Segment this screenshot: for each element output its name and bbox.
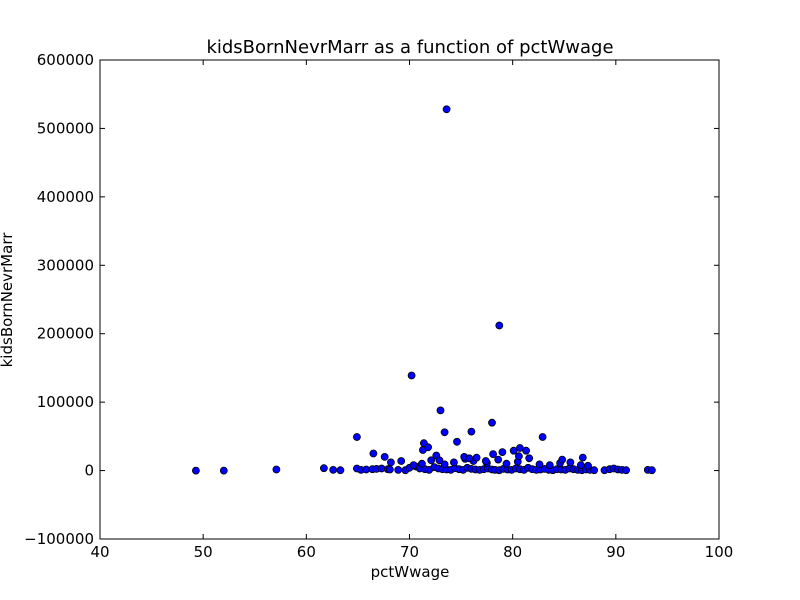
data-point xyxy=(319,464,328,473)
data-point xyxy=(584,461,592,470)
data-point xyxy=(417,459,426,468)
data-point xyxy=(272,465,281,474)
y-tick-label: 200000 xyxy=(37,325,94,343)
y-tick-label: 100000 xyxy=(37,393,94,411)
y-axis-label: kidsBornNevrMarr xyxy=(0,232,16,368)
y-tick-label: 400000 xyxy=(37,188,94,206)
y-tick-label: −100000 xyxy=(24,530,94,548)
y-tick-label: 0 xyxy=(84,462,94,480)
data-point xyxy=(449,458,458,467)
data-point xyxy=(453,437,461,446)
data-point xyxy=(535,460,544,469)
data-point xyxy=(522,446,530,455)
data-point xyxy=(515,452,523,461)
y-tick-label: 600000 xyxy=(37,51,94,69)
x-tick-label: 50 xyxy=(194,543,213,561)
x-axis-label: pctWwage xyxy=(371,563,450,581)
data-point xyxy=(427,456,436,465)
data-point xyxy=(336,466,345,475)
data-point xyxy=(566,458,575,467)
data-point xyxy=(386,458,395,467)
data-point xyxy=(397,457,406,465)
data-point xyxy=(495,321,504,330)
x-axis: 40 50 60 70 80 90 100 xyxy=(90,60,733,561)
y-axis: −100000 0 100000 200000 300000 400000 500000 60… xyxy=(24,51,719,548)
data-point xyxy=(494,455,503,464)
data-point xyxy=(435,456,444,465)
data-point xyxy=(436,406,445,415)
data-point xyxy=(525,454,534,463)
data-point xyxy=(467,427,476,436)
data-point xyxy=(219,466,228,475)
data-point xyxy=(590,466,599,475)
x-tick-label: 90 xyxy=(606,543,625,561)
data-point xyxy=(191,466,200,475)
data-point xyxy=(622,466,630,475)
x-tick-label: 100 xyxy=(705,543,734,561)
data-point xyxy=(385,465,394,474)
data-point xyxy=(329,465,338,474)
data-point xyxy=(538,433,547,441)
x-tick-label: 80 xyxy=(503,543,522,561)
data-point xyxy=(409,461,418,470)
x-tick-label: 70 xyxy=(400,543,419,561)
data-point xyxy=(545,461,554,470)
data-point xyxy=(442,105,451,114)
y-tick-label: 300000 xyxy=(37,256,94,274)
data-point xyxy=(380,452,389,461)
data-point xyxy=(648,466,656,475)
chart-title: kidsBornNevrMarr as a function of pctWwa… xyxy=(206,37,613,58)
data-point xyxy=(578,453,587,462)
data-point xyxy=(369,449,378,458)
data-point xyxy=(465,454,474,463)
data-point xyxy=(489,450,498,459)
data-point xyxy=(394,465,403,474)
data-point xyxy=(488,418,496,427)
x-tick-label: 40 xyxy=(90,543,109,561)
data-point xyxy=(407,371,416,380)
data-point xyxy=(576,461,585,470)
data-point xyxy=(558,455,567,464)
data-point xyxy=(481,457,490,465)
data-point xyxy=(440,428,449,437)
points-layer xyxy=(191,105,656,475)
data-point xyxy=(498,448,507,457)
data-point xyxy=(502,459,511,468)
y-tick-label: 500000 xyxy=(37,119,94,137)
data-point xyxy=(424,443,433,452)
data-point xyxy=(352,433,361,441)
data-point xyxy=(472,453,481,462)
x-tick-label: 60 xyxy=(297,543,316,561)
data-point xyxy=(440,460,449,469)
